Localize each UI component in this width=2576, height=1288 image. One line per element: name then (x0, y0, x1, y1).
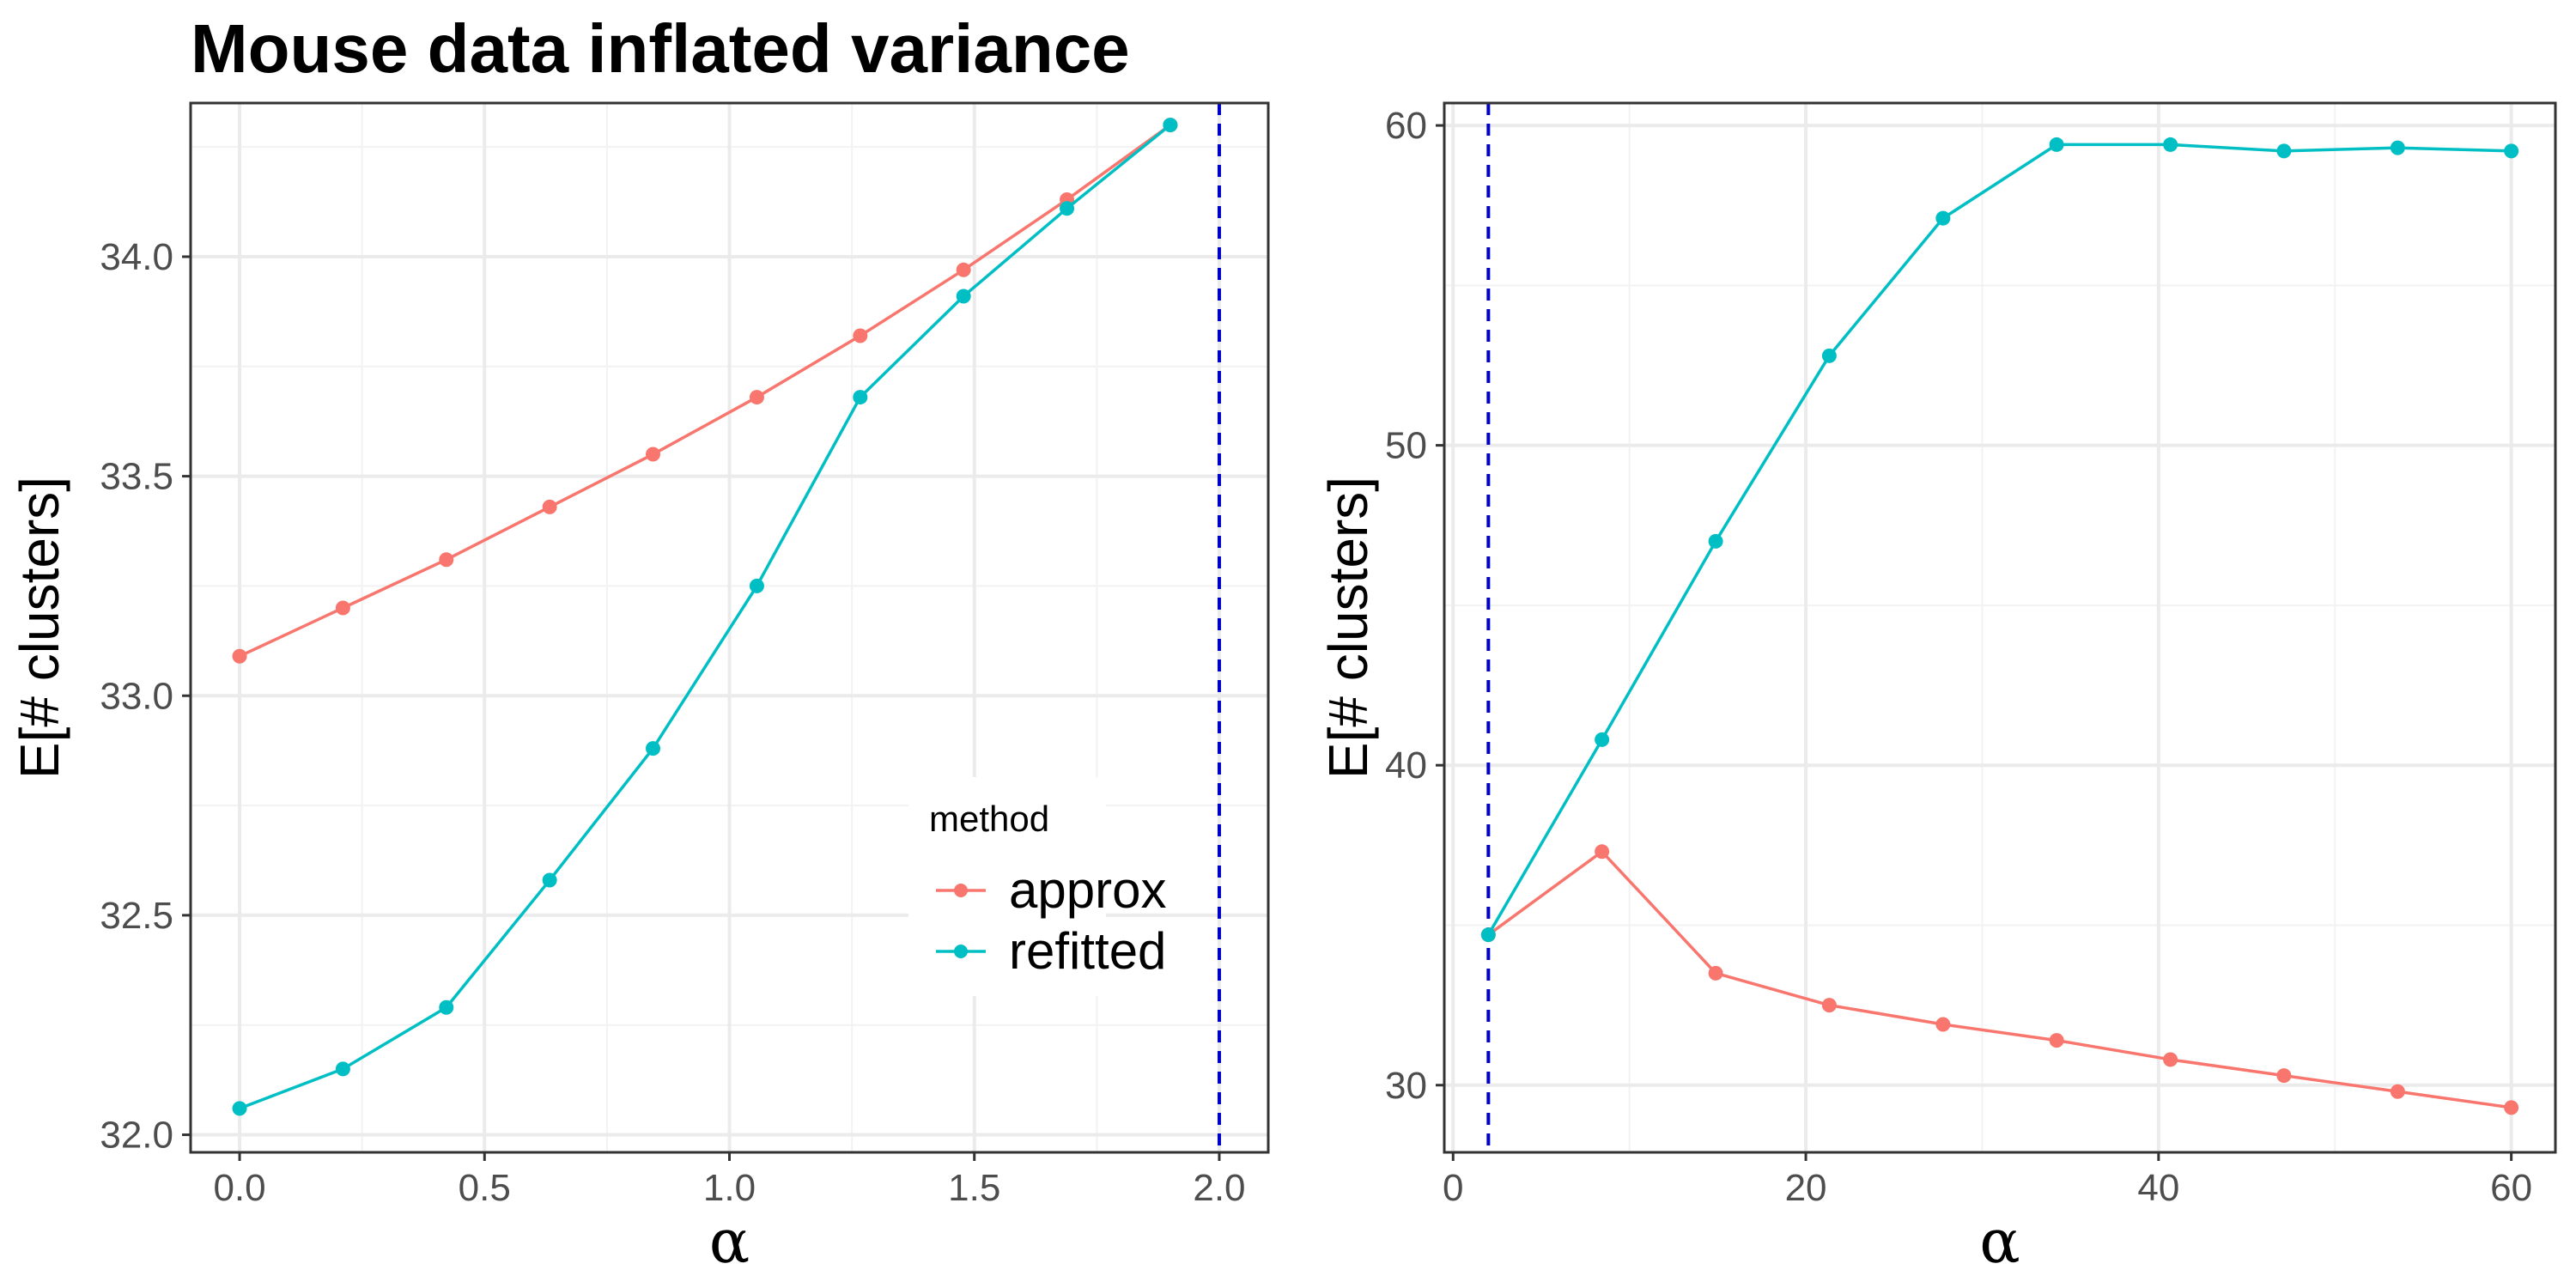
data-point-refitted (2049, 137, 2064, 152)
y-axis-title: E[# clusters] (1317, 477, 1379, 779)
y-tick-label: 60 (1385, 105, 1427, 147)
series-line-refitted (239, 124, 1172, 1110)
data-point-refitted (853, 390, 868, 405)
legend-background (908, 777, 1106, 996)
data-point-approx (542, 499, 557, 514)
x-tick-label: 40 (2137, 1167, 2179, 1209)
data-point-refitted (1935, 210, 1951, 226)
data-point-approx (2276, 1068, 2292, 1084)
data-point-refitted (1060, 201, 1075, 216)
data-point-refitted (335, 1061, 350, 1077)
series-line-refitted (1486, 143, 2512, 936)
y-tick-label: 30 (1385, 1065, 1427, 1107)
x-tick-label: 0 (1443, 1167, 1463, 1209)
data-point-approx (1708, 965, 1723, 981)
legend-label-refitted: refitted (1009, 922, 1166, 980)
y-tick-label: 33.0 (100, 675, 173, 717)
y-axis-title: E[# clusters] (9, 477, 70, 779)
x-tick-label: 0.0 (213, 1167, 265, 1209)
legend: method approx refitted (908, 777, 1166, 996)
legend-title: method (929, 799, 1049, 839)
data-point-approx (749, 390, 764, 405)
y-tick-label: 50 (1385, 425, 1427, 467)
data-point-refitted (749, 578, 764, 593)
data-point-refitted (439, 999, 454, 1015)
x-axis-title: α (1979, 1206, 2020, 1277)
x-tick-label: 1.0 (703, 1167, 756, 1209)
panel-border (1443, 101, 2557, 1154)
y-tick-label: 33.5 (100, 456, 173, 498)
data-point-approx (1935, 1017, 1951, 1032)
data-point-refitted (1480, 927, 1496, 943)
x-axis-title: α (709, 1206, 750, 1277)
y-tick-label: 32.5 (100, 895, 173, 937)
left-panel: 0.0 0.5 1.0 1.5 2.0 32.0 32.5 33.0 33.5 34.0 α E[# … (9, 101, 1270, 1277)
y-tick-label: 34.0 (100, 236, 173, 278)
legend-key-point-refitted (954, 945, 968, 958)
y-tick-label: 40 (1385, 744, 1427, 787)
x-tick-label: 2.0 (1193, 1167, 1245, 1209)
panel-border (189, 101, 1270, 1154)
data-point-refitted (542, 872, 557, 888)
data-point-refitted (1595, 732, 1610, 747)
data-point-approx (2504, 1100, 2519, 1115)
data-point-approx (232, 648, 247, 664)
series-line-approx (1487, 849, 2512, 1109)
data-point-approx (1595, 844, 1610, 860)
data-point-refitted (2163, 137, 2178, 152)
legend-label-approx: approx (1009, 861, 1166, 919)
data-point-approx (646, 447, 661, 462)
x-tick-label: 60 (2490, 1167, 2532, 1209)
data-point-approx (956, 262, 971, 277)
legend-key-point-approx (954, 884, 968, 897)
data-point-refitted (956, 289, 971, 304)
data-point-approx (2049, 1033, 2064, 1048)
data-point-refitted (2390, 140, 2405, 155)
data-point-refitted (646, 741, 661, 756)
x-tick-label: 1.5 (948, 1167, 1000, 1209)
y-tick-label: 32.0 (100, 1115, 173, 1157)
data-point-approx (2390, 1084, 2405, 1099)
data-point-refitted (1163, 118, 1178, 133)
right-panel: 0 20 40 60 30 40 50 60 α E[# clusters] (1317, 101, 2557, 1277)
data-point-approx (2163, 1052, 2178, 1067)
data-point-approx (853, 328, 868, 343)
data-point-approx (439, 552, 454, 568)
data-point-approx (335, 600, 350, 616)
data-point-approx (1821, 998, 1837, 1013)
x-tick-label: 20 (1785, 1167, 1827, 1209)
data-point-refitted (1708, 533, 1723, 549)
data-point-refitted (1821, 348, 1837, 363)
x-tick-label: 0.5 (459, 1167, 511, 1209)
data-point-refitted (2276, 143, 2292, 159)
series-line-approx (239, 124, 1171, 658)
data-point-refitted (232, 1101, 247, 1116)
data-point-refitted (2504, 143, 2519, 159)
chart-title: Mouse data inflated variance (191, 10, 1130, 87)
